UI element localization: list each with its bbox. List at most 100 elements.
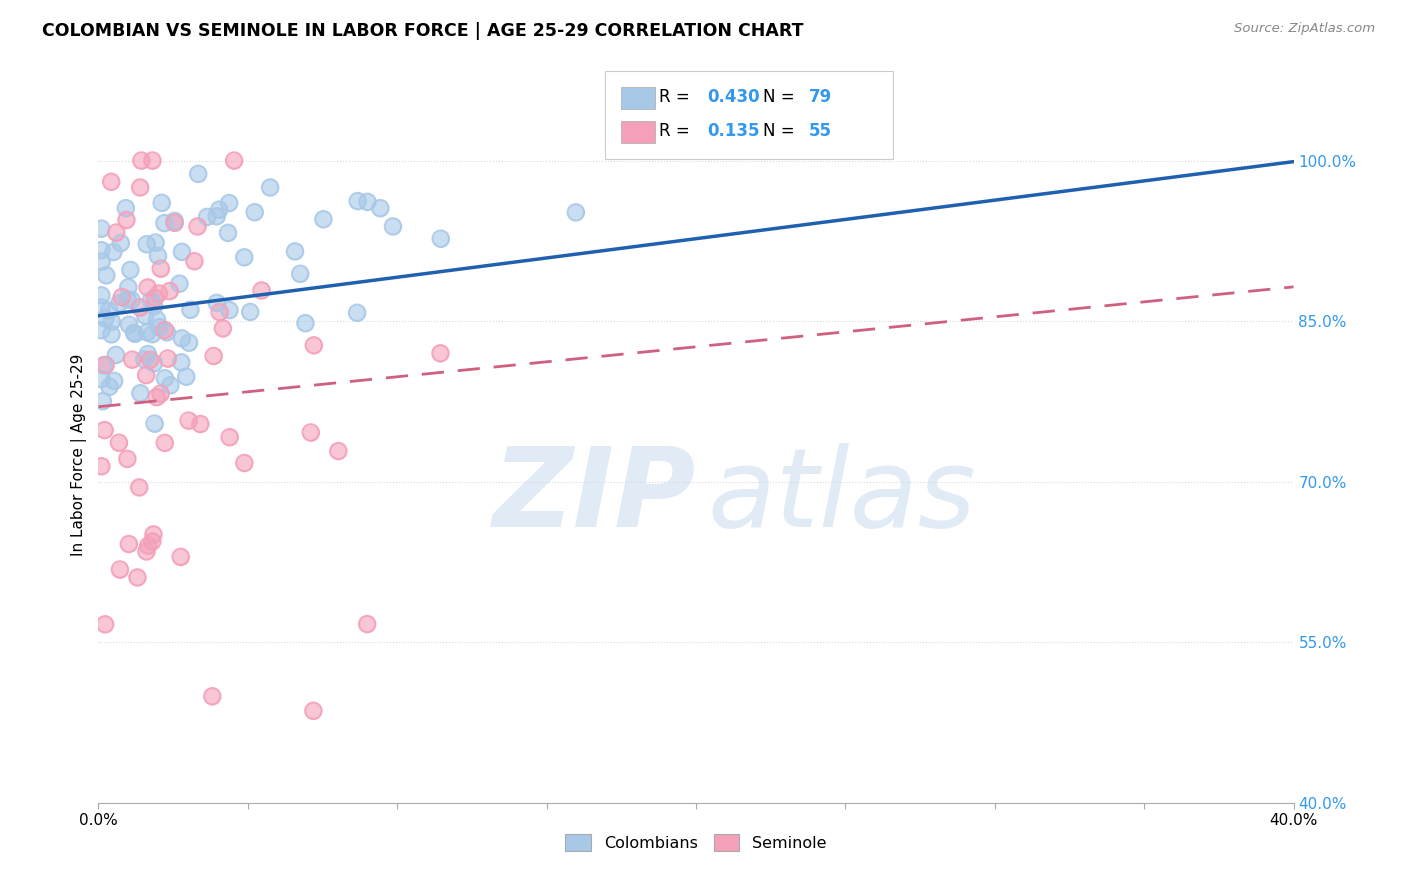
Point	[134, 309, 156, 323]
Point	[149, 386, 172, 401]
Point	[153, 435, 176, 450]
Point	[93, 423, 115, 437]
Point	[121, 352, 143, 367]
Point	[170, 549, 193, 564]
Point	[135, 544, 157, 558]
Point	[105, 226, 128, 240]
Point	[299, 425, 322, 440]
Point	[148, 320, 170, 334]
Point	[98, 303, 121, 318]
Point	[90, 221, 112, 235]
Point	[143, 417, 166, 431]
Point	[90, 323, 112, 337]
Point	[128, 301, 150, 315]
Point	[159, 284, 181, 298]
Point	[211, 321, 233, 335]
Point	[239, 305, 262, 319]
Point	[208, 202, 231, 217]
Point	[201, 690, 224, 704]
Point	[127, 570, 149, 584]
Text: Source: ZipAtlas.com: Source: ZipAtlas.com	[1234, 22, 1375, 36]
Point	[346, 306, 368, 320]
Point	[146, 312, 169, 326]
Point	[124, 326, 146, 341]
Point	[134, 352, 156, 367]
Text: COLOMBIAN VS SEMINOLE IN LABOR FORCE | AGE 25-29 CORRELATION CHART: COLOMBIAN VS SEMINOLE IN LABOR FORCE | A…	[42, 22, 804, 40]
Point	[156, 351, 179, 366]
Point	[163, 214, 186, 228]
Point	[139, 293, 162, 308]
Point	[136, 539, 159, 553]
Point	[134, 309, 156, 323]
Point	[117, 293, 139, 307]
Point	[141, 534, 163, 549]
Legend: Colombians, Seminole: Colombians, Seminole	[560, 828, 832, 857]
Point	[104, 348, 127, 362]
Point	[218, 196, 240, 211]
Point	[239, 305, 262, 319]
Point	[208, 305, 231, 319]
Point	[290, 267, 312, 281]
Point	[284, 244, 307, 259]
Point	[143, 291, 166, 305]
Point	[90, 459, 112, 474]
Point	[135, 237, 157, 252]
Point	[94, 617, 117, 632]
Point	[129, 180, 152, 194]
Point	[142, 356, 165, 370]
Point	[90, 254, 112, 268]
Point	[218, 303, 240, 318]
Point	[356, 194, 378, 209]
Point	[218, 196, 240, 211]
Point	[302, 338, 325, 352]
Point	[93, 359, 115, 373]
Point	[429, 346, 451, 360]
Point	[141, 534, 163, 549]
Point	[163, 216, 186, 230]
Point	[90, 288, 112, 302]
Point	[201, 690, 224, 704]
Point	[145, 390, 167, 404]
Point	[170, 244, 193, 259]
Point	[134, 352, 156, 367]
Point	[312, 212, 335, 227]
Point	[128, 480, 150, 494]
Point	[98, 303, 121, 318]
Point	[370, 201, 392, 215]
Point	[370, 201, 392, 215]
Point	[136, 347, 159, 361]
Point	[103, 244, 125, 259]
Point	[118, 318, 141, 332]
Point	[94, 617, 117, 632]
Point	[243, 205, 266, 219]
Point	[136, 326, 159, 340]
Point	[153, 323, 176, 337]
Point	[150, 195, 173, 210]
Point	[153, 371, 176, 385]
Point	[302, 338, 325, 352]
Point	[170, 549, 193, 564]
Point	[205, 209, 228, 223]
Point	[156, 326, 179, 340]
Point	[100, 327, 122, 342]
Point	[177, 335, 200, 350]
Point	[169, 277, 191, 291]
Point	[118, 318, 141, 332]
Point	[100, 175, 122, 189]
Point	[177, 335, 200, 350]
Point	[186, 219, 208, 234]
Point	[169, 277, 191, 291]
Text: 79: 79	[808, 88, 832, 106]
Point	[148, 286, 170, 301]
Point	[90, 243, 112, 257]
Text: 0.430: 0.430	[707, 88, 759, 106]
Point	[115, 213, 138, 227]
Point	[177, 414, 200, 428]
Point	[381, 219, 404, 234]
Point	[100, 175, 122, 189]
Point	[328, 444, 350, 458]
Point	[96, 268, 118, 283]
Point	[429, 232, 451, 246]
Point	[284, 244, 307, 259]
Point	[149, 261, 172, 276]
